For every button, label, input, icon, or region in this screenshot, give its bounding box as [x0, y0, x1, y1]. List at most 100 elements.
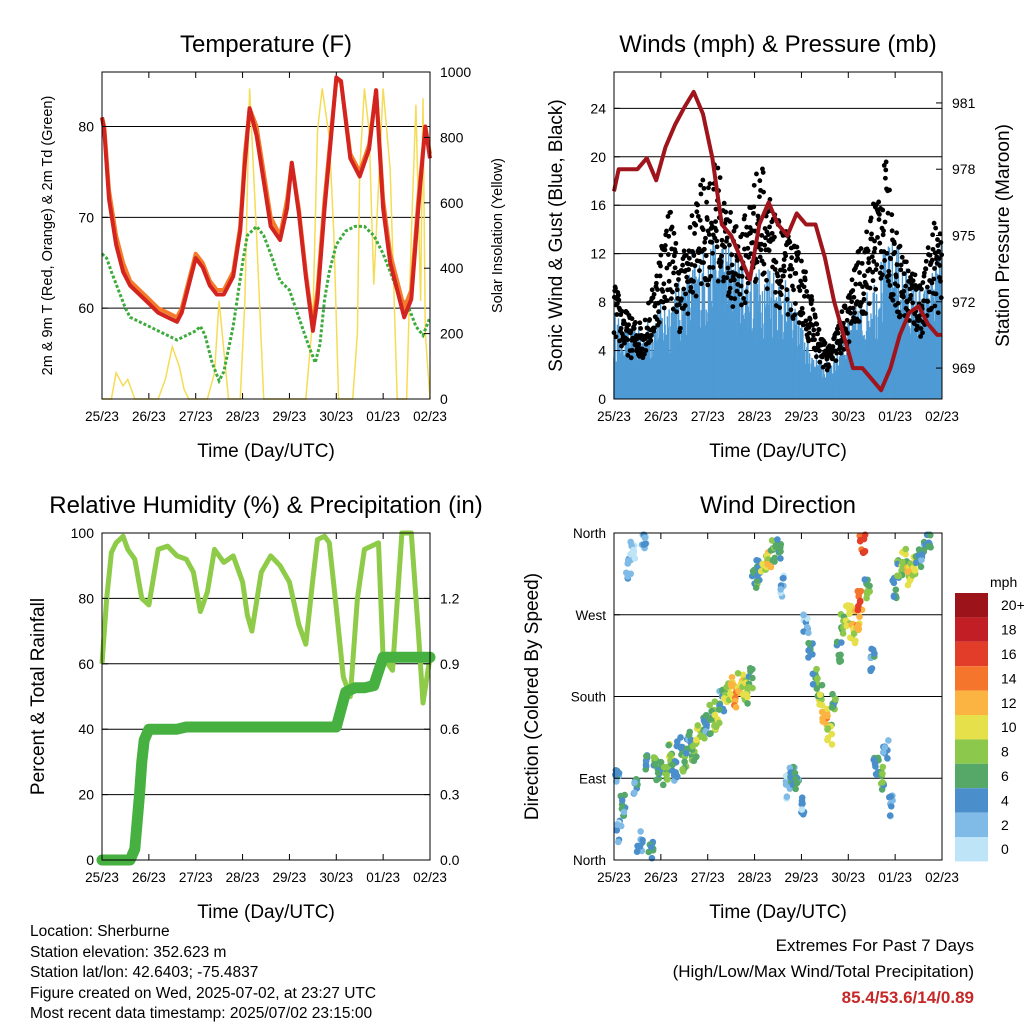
gust-point: [890, 297, 896, 303]
gust-point: [938, 295, 944, 301]
gust-point: [936, 256, 942, 261]
gust-point: [739, 274, 745, 279]
gust-point: [681, 248, 687, 254]
gust-point: [664, 265, 670, 271]
gust-point: [688, 285, 694, 290]
direction-point: [819, 715, 826, 722]
gust-point: [707, 264, 712, 270]
gust-point: [745, 245, 751, 251]
gust-point: [929, 257, 935, 263]
direction-points: [612, 531, 934, 862]
gust-point: [866, 301, 872, 307]
gust-point: [670, 306, 676, 312]
gust-point: [910, 278, 916, 284]
gust-point: [859, 300, 864, 306]
gust-point: [757, 254, 763, 260]
direction-point: [636, 843, 644, 850]
gust-point: [673, 249, 678, 255]
gust-point: [649, 332, 654, 338]
gust-point: [700, 227, 706, 233]
gust-point: [850, 305, 856, 311]
gust-point: [694, 209, 700, 215]
gust-point: [799, 258, 804, 264]
gust-point: [914, 323, 920, 329]
gust-point: [704, 199, 709, 205]
direction-point: [835, 651, 843, 659]
gust-point: [657, 273, 663, 279]
gust-point: [658, 263, 663, 269]
gust-point: [676, 277, 681, 282]
direction-point: [867, 667, 874, 675]
gust-point: [909, 285, 915, 291]
y-axis-label: 2m & 9m T (Red, Orange) & 2m Td (Green): [40, 96, 56, 376]
direction-point: [879, 770, 886, 778]
direction-point: [624, 560, 632, 567]
gust-point: [773, 259, 779, 265]
direction-point: [818, 708, 826, 716]
gust-point: [746, 254, 751, 260]
gust-point: [810, 307, 816, 312]
direction-label: South: [571, 690, 606, 705]
gust-point: [817, 348, 822, 354]
gust-point: [796, 249, 801, 255]
recent-data-text: Most recent data timestamp: 2025/07/02 2…: [30, 1005, 373, 1022]
gust-point: [637, 320, 643, 326]
gust-point: [677, 325, 683, 331]
gust-point: [805, 294, 811, 299]
colorbar-label: 10: [1001, 719, 1017, 735]
gust-point: [676, 302, 682, 308]
direction-point: [752, 584, 760, 592]
colorbar-label: 4: [1001, 792, 1009, 808]
direction-point: [637, 828, 644, 835]
chart-title: Wind Direction: [700, 492, 856, 519]
gust-point: [879, 264, 885, 270]
direction-point: [645, 848, 653, 856]
direction-point: [753, 577, 761, 585]
gust-point: [724, 275, 730, 281]
gust-point: [775, 273, 781, 279]
direction-point: [798, 794, 806, 801]
direction-point: [824, 725, 832, 732]
gust-point: [658, 252, 664, 258]
gust-point: [698, 281, 704, 287]
gust-point: [931, 276, 937, 282]
direction-point: [805, 629, 812, 637]
gust-point: [724, 235, 730, 241]
direction-point: [630, 546, 637, 554]
y2-tick-label: 1.2: [440, 590, 460, 606]
gust-point: [918, 334, 924, 339]
gust-point: [802, 293, 807, 299]
x-tick-label: 25/23: [85, 870, 119, 885]
gust-point: [714, 244, 720, 250]
gust-point: [886, 272, 892, 278]
x-tick-label: 28/23: [738, 409, 772, 424]
x-tick-label: 30/23: [831, 409, 865, 424]
direction-point: [799, 800, 806, 808]
direction-point: [639, 836, 646, 844]
y-tick-label: 40: [78, 721, 94, 737]
gust-point: [870, 278, 876, 284]
gust-point: [871, 259, 877, 264]
direction-point: [805, 647, 812, 654]
gust-point: [899, 254, 905, 260]
gust-point: [649, 287, 655, 293]
gust-point: [731, 277, 737, 283]
gust-point: [651, 291, 657, 297]
y2-tick-label: 978: [952, 161, 976, 177]
gust-point: [853, 281, 859, 287]
x-tick-label: 02/23: [925, 870, 959, 885]
gust-point: [930, 246, 936, 252]
gust-point: [872, 246, 878, 251]
gust-point: [912, 272, 918, 278]
gust-point: [895, 300, 901, 306]
direction-point: [886, 812, 894, 819]
gust-point: [741, 296, 747, 301]
y-tick-label: 0: [86, 852, 94, 868]
gust-point: [710, 265, 716, 270]
gust-point: [901, 288, 907, 294]
gust-point: [833, 358, 839, 364]
gust-point: [743, 289, 749, 295]
gust-point: [826, 364, 832, 370]
x-tick-label: 02/23: [925, 409, 959, 424]
y-tick-label: 16: [590, 197, 606, 213]
